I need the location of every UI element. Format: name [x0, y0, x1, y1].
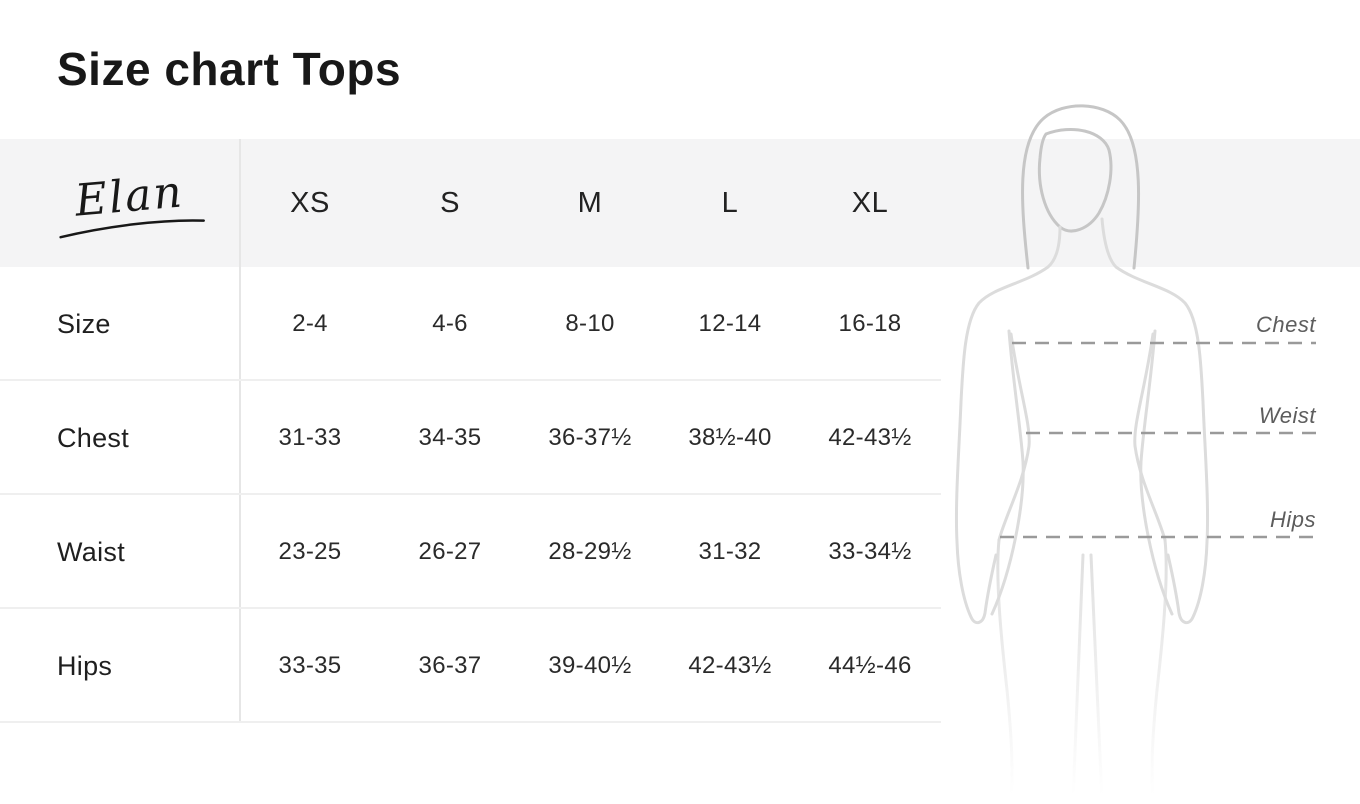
measurement-dashed-lines: [1000, 341, 1316, 539]
size-s: 4-6: [432, 310, 468, 337]
chest-l: 38½-40: [688, 424, 772, 451]
waist-xs: 23-25: [278, 538, 342, 565]
column-header-s: S: [440, 187, 460, 219]
column-header-xs: XS: [290, 187, 330, 219]
hips-measure-label: Hips: [1269, 507, 1316, 532]
chest-xs: 31-33: [278, 424, 342, 451]
figure-body-outline: [954, 217, 1210, 625]
column-header-xl: XL: [851, 187, 889, 219]
waist-xl: 33-34½: [828, 538, 912, 565]
row-label-chest: Chest: [57, 422, 130, 453]
size-l: 12-14: [698, 310, 762, 337]
figure-hair-face: [1021, 104, 1141, 270]
row-label-waist: Waist: [57, 536, 125, 567]
logo-underline-flourish: [59, 218, 205, 238]
figure-legs-outline: [996, 538, 1168, 802]
row-divider-1: [0, 379, 941, 381]
chest-measure-label: Chest: [1256, 312, 1316, 337]
hips-l: 42-43½: [688, 652, 772, 679]
page-title: Size chart Tops: [57, 43, 402, 95]
row-label-size: Size: [57, 308, 111, 339]
chest-xl: 42-43½: [828, 424, 912, 451]
brand-logo-text: Elan: [72, 165, 186, 227]
hips-s: 36-37: [418, 652, 482, 679]
row-divider-2: [0, 493, 941, 495]
size-m: 8-10: [565, 310, 615, 337]
row-divider-3: [0, 607, 941, 609]
hips-xs: 33-35: [278, 652, 342, 679]
waist-s: 26-27: [418, 538, 482, 565]
waist-m: 28-29½: [548, 538, 632, 565]
column-header-l: L: [721, 187, 739, 219]
size-chart-table: Elan XS S M L XL Size 2-4 4-6 8-10 12-14…: [0, 140, 940, 723]
size-xs: 2-4: [292, 310, 328, 337]
brand-logo: Elan: [53, 165, 207, 239]
brand-logo-cell: Elan: [0, 140, 240, 267]
chest-s: 34-35: [418, 424, 482, 451]
waist-measure-label: Weist: [1258, 403, 1316, 428]
waist-l: 31-32: [698, 538, 762, 565]
table-vertical-divider: [239, 139, 241, 723]
size-xl: 16-18: [838, 310, 902, 337]
column-header-m: M: [577, 187, 603, 219]
hips-m: 39-40½: [548, 652, 632, 679]
table-header-band: [0, 139, 1360, 267]
hips-xl: 44½-46: [828, 652, 912, 679]
chest-m: 36-37½: [548, 424, 632, 451]
row-label-hips: Hips: [57, 650, 113, 681]
body-figure-illustration: [954, 104, 1316, 802]
table-bottom-border: [0, 721, 941, 723]
